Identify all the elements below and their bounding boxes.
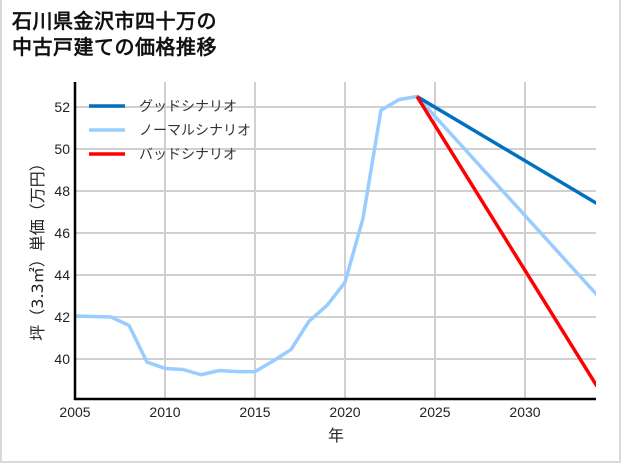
y-tick-label: 40 [54,351,70,367]
x-tick-label: 2020 [329,404,360,420]
y-tick-label: 42 [54,309,70,325]
x-tick-label: 2030 [509,404,540,420]
grid-lines [75,82,596,399]
legend-label: バッドシナリオ [139,147,237,163]
x-tick-label: 2015 [239,404,270,420]
y-tick-label: 44 [54,267,70,283]
y-axis-label: 坪（3.3㎡）単価（万円） [28,155,47,340]
y-tick-label: 48 [54,183,70,199]
y-tick-label: 52 [54,99,70,115]
legend-label: ノーマルシナリオ [139,123,251,139]
series-line [415,95,596,388]
y-tick-label: 50 [54,141,70,157]
x-tick-label: 2005 [59,404,90,420]
y-axis-ticks: 40 42 44 46 48 50 52 [54,99,70,367]
chart-title: 石川県金沢市四十万の 中古戸建ての価格推移 [12,8,217,60]
x-tick-label: 2010 [149,404,180,420]
legend-label: グッドシナリオ [139,99,237,115]
chart-title-line-2: 中古戸建ての価格推移 [12,35,217,59]
x-axis-label: 年 [328,426,344,445]
series-line [75,94,596,377]
axes [73,82,596,401]
chart-title-line-1: 石川県金沢市四十万の [12,9,217,33]
series-line [416,94,596,206]
x-tick-label: 2025 [419,404,450,420]
x-axis-ticks: 2005 2010 2015 2020 2025 2030 [59,404,540,420]
y-tick-label: 46 [54,225,70,241]
series-lines [75,94,596,388]
